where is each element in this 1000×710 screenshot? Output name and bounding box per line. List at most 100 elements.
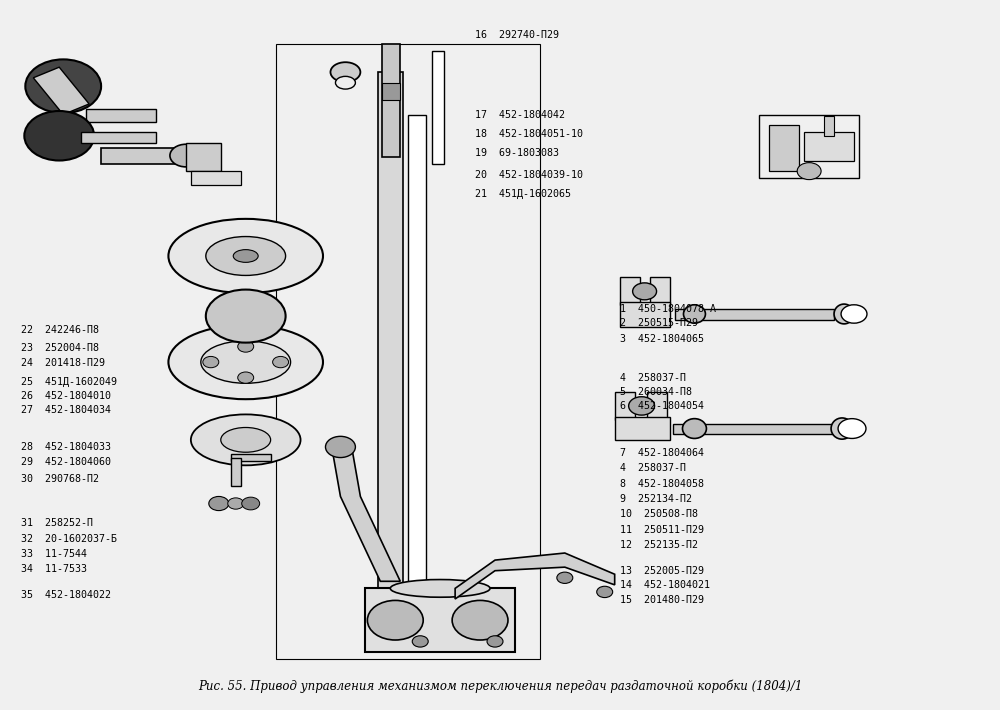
Bar bbox=[81, 131, 156, 143]
Bar bbox=[186, 143, 221, 171]
Bar bbox=[365, 589, 515, 652]
Ellipse shape bbox=[191, 415, 301, 465]
Bar bbox=[408, 114, 426, 624]
Text: 6  452-1804054: 6 452-1804054 bbox=[620, 401, 704, 411]
Text: 10  250508-П8: 10 250508-П8 bbox=[620, 509, 698, 519]
Text: 14  452-1804021: 14 452-1804021 bbox=[620, 580, 710, 590]
Polygon shape bbox=[330, 440, 400, 581]
Circle shape bbox=[629, 397, 655, 415]
Ellipse shape bbox=[170, 144, 202, 167]
Bar bbox=[615, 392, 635, 420]
Circle shape bbox=[209, 496, 229, 510]
Text: 23  252004-П8: 23 252004-П8 bbox=[21, 343, 99, 353]
Text: 22  242246-П8: 22 242246-П8 bbox=[21, 325, 99, 335]
Circle shape bbox=[597, 586, 613, 598]
Bar bbox=[650, 277, 670, 305]
Ellipse shape bbox=[682, 419, 706, 439]
Bar bbox=[276, 44, 540, 659]
Ellipse shape bbox=[330, 62, 360, 82]
Ellipse shape bbox=[834, 304, 854, 324]
Circle shape bbox=[452, 601, 508, 640]
Circle shape bbox=[242, 497, 260, 510]
Circle shape bbox=[487, 635, 503, 647]
Bar bbox=[382, 44, 400, 157]
Text: 17  452-1804042: 17 452-1804042 bbox=[475, 109, 565, 119]
Text: 20  452-1804039-10: 20 452-1804039-10 bbox=[475, 170, 583, 180]
Text: 34  11-7533: 34 11-7533 bbox=[21, 564, 87, 574]
Ellipse shape bbox=[206, 236, 286, 275]
Bar bbox=[432, 51, 444, 164]
Circle shape bbox=[557, 572, 573, 584]
Bar bbox=[675, 309, 834, 320]
Bar bbox=[231, 457, 241, 486]
Bar bbox=[620, 302, 670, 327]
Text: 16  292740-П29: 16 292740-П29 bbox=[475, 31, 559, 40]
Ellipse shape bbox=[168, 325, 323, 399]
Text: 19  69-1803083: 19 69-1803083 bbox=[475, 148, 559, 158]
Circle shape bbox=[841, 305, 867, 323]
Text: 35  452-1804022: 35 452-1804022 bbox=[21, 591, 111, 601]
Text: 15  201480-П29: 15 201480-П29 bbox=[620, 596, 704, 606]
Bar bbox=[231, 454, 271, 461]
Text: 2  250515-П29: 2 250515-П29 bbox=[620, 318, 698, 328]
Bar bbox=[759, 114, 859, 178]
Ellipse shape bbox=[831, 418, 853, 439]
Bar bbox=[33, 67, 89, 114]
Circle shape bbox=[238, 341, 254, 352]
Text: 11  250511-П29: 11 250511-П29 bbox=[620, 525, 704, 535]
Circle shape bbox=[273, 356, 289, 368]
Text: 9  252134-П2: 9 252134-П2 bbox=[620, 493, 692, 503]
Circle shape bbox=[24, 111, 94, 160]
Bar bbox=[673, 424, 834, 435]
Circle shape bbox=[325, 437, 355, 457]
Text: Рис. 55. Привод управления механизмом переключения передач раздаточной коробки (: Рис. 55. Привод управления механизмом пе… bbox=[198, 679, 802, 693]
Text: 4  258037-П: 4 258037-П bbox=[620, 373, 686, 383]
Circle shape bbox=[228, 498, 244, 509]
Ellipse shape bbox=[201, 341, 291, 383]
Text: AUTOPITER.RU: AUTOPITER.RU bbox=[294, 354, 547, 383]
Bar bbox=[647, 392, 667, 420]
Text: 33  11-7544: 33 11-7544 bbox=[21, 550, 87, 559]
Text: 26  452-1804010: 26 452-1804010 bbox=[21, 391, 111, 401]
Text: 8  452-1804058: 8 452-1804058 bbox=[620, 479, 704, 488]
Bar bbox=[620, 277, 640, 305]
Bar bbox=[382, 83, 400, 100]
Circle shape bbox=[25, 60, 101, 113]
Polygon shape bbox=[455, 553, 615, 599]
Ellipse shape bbox=[168, 219, 323, 293]
Text: 32  20-1602037-Б: 32 20-1602037-Б bbox=[21, 534, 117, 544]
Bar bbox=[378, 72, 403, 652]
Text: 4  258037-П: 4 258037-П bbox=[620, 463, 686, 473]
Bar bbox=[824, 116, 834, 136]
Text: 3  452-1804065: 3 452-1804065 bbox=[620, 334, 704, 344]
Ellipse shape bbox=[206, 290, 286, 343]
Ellipse shape bbox=[335, 77, 355, 89]
Bar bbox=[191, 171, 241, 185]
Circle shape bbox=[367, 601, 423, 640]
Text: 12  252135-П2: 12 252135-П2 bbox=[620, 540, 698, 550]
Bar bbox=[615, 417, 670, 440]
Text: 27  452-1804034: 27 452-1804034 bbox=[21, 405, 111, 415]
Circle shape bbox=[412, 635, 428, 647]
Ellipse shape bbox=[683, 305, 705, 323]
Text: 24  201418-П29: 24 201418-П29 bbox=[21, 359, 105, 368]
Bar bbox=[804, 132, 854, 160]
Text: 1  450-1804078-А: 1 450-1804078-А bbox=[620, 304, 716, 314]
Bar bbox=[769, 125, 799, 171]
Text: 29  452-1804060: 29 452-1804060 bbox=[21, 457, 111, 467]
Text: 13  252005-П29: 13 252005-П29 bbox=[620, 566, 704, 576]
Ellipse shape bbox=[233, 250, 258, 263]
Circle shape bbox=[203, 356, 219, 368]
Circle shape bbox=[838, 419, 866, 439]
Bar bbox=[86, 109, 156, 121]
Text: 28  452-1804033: 28 452-1804033 bbox=[21, 442, 111, 452]
Ellipse shape bbox=[221, 427, 271, 452]
Circle shape bbox=[633, 283, 657, 300]
Text: 21  451Д-1602065: 21 451Д-1602065 bbox=[475, 190, 571, 200]
Circle shape bbox=[238, 372, 254, 383]
Text: 7  452-1804064: 7 452-1804064 bbox=[620, 447, 704, 458]
Ellipse shape bbox=[390, 579, 490, 597]
Text: 18  452-1804051-10: 18 452-1804051-10 bbox=[475, 129, 583, 139]
Text: 25  451Д-1602049: 25 451Д-1602049 bbox=[21, 377, 117, 387]
Text: 31  258252-П: 31 258252-П bbox=[21, 518, 93, 528]
